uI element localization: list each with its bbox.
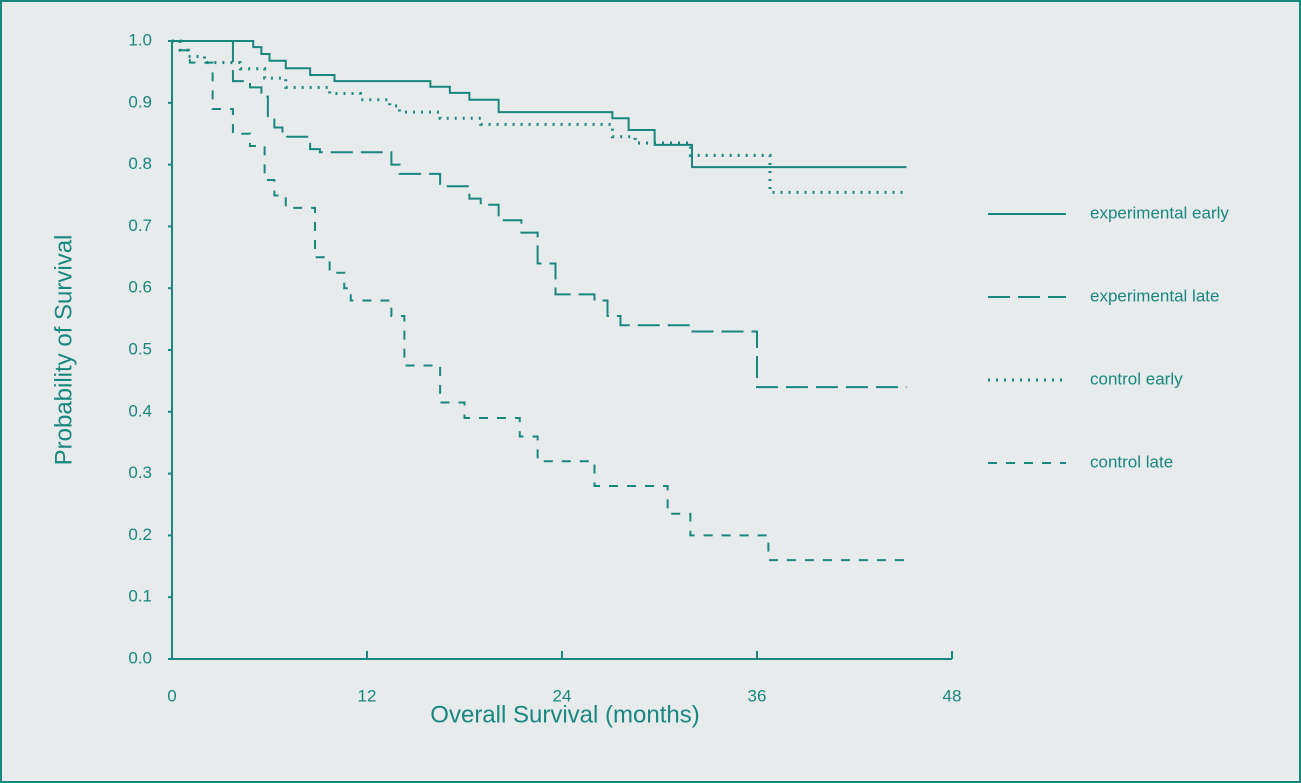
y-tick-label: 0.3 xyxy=(128,463,152,482)
y-tick-label: 0.5 xyxy=(128,339,152,358)
x-axis-title: Overall Survival (months) xyxy=(430,701,699,728)
y-axis-title: Probability of Survival xyxy=(50,235,77,466)
legend-label: experimental early xyxy=(1090,203,1229,222)
survival-curve xyxy=(172,40,907,562)
x-tick-label: 0 xyxy=(167,686,176,705)
legend-label: control late xyxy=(1090,452,1173,471)
survival-curve xyxy=(172,40,907,389)
legend-label: control early xyxy=(1090,369,1183,388)
x-tick-label: 12 xyxy=(358,686,377,705)
y-tick-label: 0.9 xyxy=(128,92,152,111)
x-tick-label: 48 xyxy=(943,686,962,705)
y-tick-label: 0.1 xyxy=(128,587,152,606)
y-tick-label: 0.8 xyxy=(128,154,152,173)
y-tick-label: 1.0 xyxy=(128,30,152,49)
y-tick-label: 0.6 xyxy=(128,278,152,297)
y-tick-label: 0.2 xyxy=(128,525,152,544)
x-tick-label: 24 xyxy=(553,686,572,705)
y-tick-label: 0.7 xyxy=(128,216,152,235)
x-tick-label: 36 xyxy=(748,686,767,705)
legend-label: experimental late xyxy=(1090,286,1219,305)
y-tick-label: 0.4 xyxy=(128,401,152,420)
y-tick-label: 0.0 xyxy=(128,648,152,667)
survival-curve xyxy=(172,40,907,169)
